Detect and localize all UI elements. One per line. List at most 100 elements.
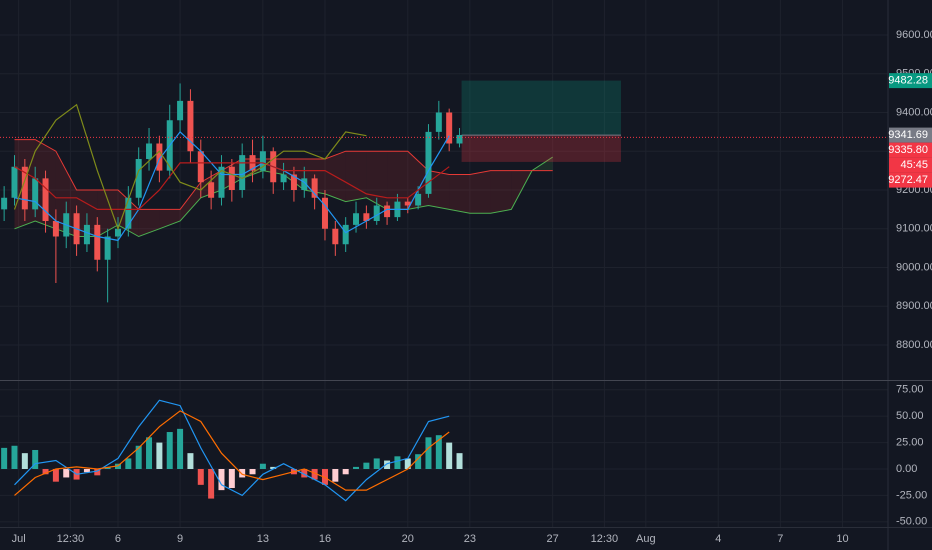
candle-body: [11, 166, 18, 198]
histogram-bar: [332, 469, 339, 482]
x-tick-label: 6: [115, 533, 121, 545]
histogram-bar: [52, 469, 59, 482]
candle-body: [363, 213, 370, 222]
cloud-fill: [387, 151, 408, 210]
candle-body: [208, 182, 215, 198]
candle-body: [94, 224, 101, 260]
price-tag-label: 9272.47: [888, 174, 928, 186]
indicator-line: [14, 410, 450, 496]
candle-body: [197, 151, 204, 183]
candle-body: [290, 174, 297, 190]
price-tag-label: 9335.80: [888, 144, 928, 156]
candle-body: [156, 143, 163, 171]
cloud-fill: [97, 190, 118, 237]
price-tag-label: 45:45: [900, 159, 928, 171]
x-tick-label: 7: [777, 533, 783, 545]
candle-body: [384, 205, 391, 218]
cloud-fill: [428, 170, 450, 210]
x-tick-label: 13: [257, 533, 269, 545]
histogram-bar: [218, 469, 225, 491]
candle-body: [280, 174, 287, 183]
candle-body: [353, 213, 360, 225]
price-tag: [889, 127, 932, 143]
x-tick-label: 27: [547, 533, 559, 545]
histogram-bar: [228, 469, 235, 489]
histogram-bar: [32, 449, 39, 470]
y-tick-label: 8800.00: [896, 339, 932, 351]
candle-body: [435, 112, 442, 132]
x-tick-label: Aug: [636, 533, 656, 545]
y-tick-label: 8900.00: [896, 300, 932, 312]
histogram-bar: [1, 447, 8, 470]
candle-body: [259, 151, 266, 171]
histogram-bar: [259, 463, 266, 470]
histogram-bar: [394, 456, 401, 470]
candle-body: [32, 178, 39, 210]
histogram-bar: [208, 469, 215, 499]
candle-body: [456, 134, 463, 144]
x-tick-label: 12:30: [57, 533, 85, 545]
y-tick-label: 0.00: [896, 463, 917, 475]
price-tag-label: 9341.69: [888, 129, 928, 141]
histogram-bar: [404, 458, 411, 470]
histogram-bar: [166, 432, 173, 470]
y-tick-label: 25.00: [896, 436, 924, 448]
cloud-fill: [345, 151, 367, 202]
candle-body: [125, 197, 132, 229]
x-tick-label: 9: [177, 533, 183, 545]
y-tick-label: 9000.00: [896, 261, 932, 273]
histogram-bar: [270, 466, 277, 470]
histogram-bar: [456, 453, 463, 470]
histogram-bar: [353, 466, 360, 470]
grid: [0, 0, 888, 527]
histogram-bar: [63, 469, 70, 478]
price-tag: [889, 157, 932, 173]
y-tick-label: -25.00: [896, 489, 927, 501]
cloud-fill: [159, 209, 181, 229]
candle-body: [135, 158, 142, 198]
price-tag-label: 9482.28: [888, 75, 928, 87]
histogram-bar: [249, 469, 256, 475]
cloud-fill: [490, 170, 512, 214]
x-tick-label: 4: [715, 533, 721, 545]
histogram-bar: [342, 469, 349, 475]
candle-body: [446, 112, 453, 144]
candle-body: [332, 228, 339, 245]
candle-body: [146, 143, 153, 159]
candle-body: [311, 178, 318, 198]
candle-body: [114, 228, 121, 237]
histogram-bar: [187, 453, 194, 470]
position-stop: [461, 135, 621, 162]
candle-body: [373, 205, 380, 222]
candle-body: [83, 224, 90, 245]
candle-body: [42, 178, 49, 222]
histogram-bar: [446, 442, 453, 470]
histogram-bar: [42, 469, 49, 475]
histogram-bar: [373, 458, 380, 470]
histogram-bar: [363, 462, 370, 470]
y-tick-label: -50.00: [896, 516, 927, 528]
candle-body: [321, 197, 328, 229]
x-tick-label: 10: [836, 533, 848, 545]
candle-body: [1, 197, 8, 210]
price-tag: [889, 73, 932, 89]
histogram-bar: [156, 442, 163, 470]
position-target: [461, 80, 621, 136]
y-tick-label: 9100.00: [896, 223, 932, 235]
histogram-bar: [197, 469, 204, 485]
candle-body: [301, 178, 308, 190]
candle-body: [218, 166, 225, 198]
price-tag: [889, 172, 932, 188]
cloud-fill: [138, 209, 160, 237]
histogram-bar: [177, 428, 184, 470]
histogram-bar: [415, 454, 422, 470]
cloud-fill: [449, 174, 470, 214]
histogram-bar: [384, 460, 391, 470]
histogram-bar: [135, 445, 142, 470]
x-tick-label: 12:30: [591, 533, 619, 545]
candle-body: [404, 201, 411, 206]
candle-body: [187, 100, 194, 152]
